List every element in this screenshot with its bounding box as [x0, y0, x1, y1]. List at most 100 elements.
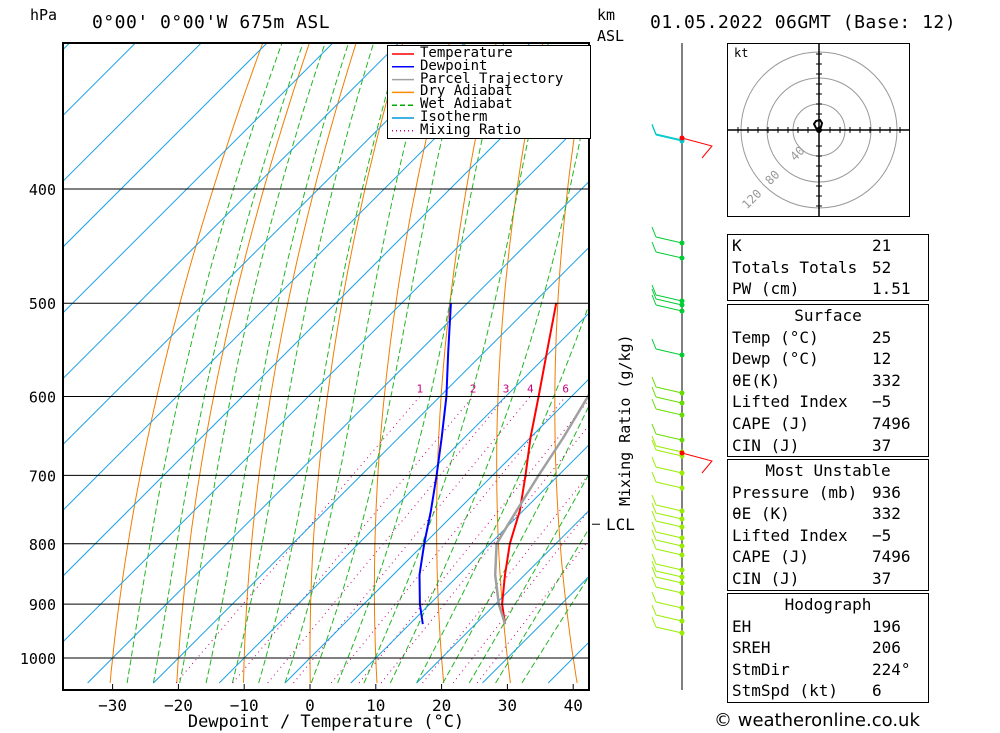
- mixing-ratio-label: 2: [470, 383, 477, 396]
- wind-barb-feather: [651, 398, 657, 410]
- wind-barb: [681, 452, 713, 474]
- temperature-tick-label: −20: [164, 696, 193, 715]
- pressure-tick-label: 600: [29, 389, 56, 407]
- wet-adiabat-line: [337, 43, 505, 684]
- hodograph-table: Hodograph EH 196 SREH 206 StmDir 224° StmSp…: [727, 593, 929, 703]
- wind-barb-column: [651, 43, 713, 690]
- wind-barb-feather: [651, 566, 657, 578]
- hodograph-unit: kt: [734, 46, 748, 60]
- isotherm-line: [63, 115, 589, 643]
- pressure-tick-label: 1000: [20, 650, 56, 668]
- legend-isotherm: Isotherm: [420, 108, 488, 125]
- surface-temp-label: Temp (°C): [732, 327, 819, 347]
- temperature-tick-label: 0: [305, 696, 315, 715]
- wind-barb: [655, 304, 683, 312]
- isotherm-line: [153, 246, 589, 684]
- dry-adiabat-line: [373, 43, 451, 684]
- isotherm-line: [63, 43, 71, 51]
- index-pw-value: 1.51: [872, 279, 911, 299]
- wind-barb-feather: [651, 616, 657, 628]
- mu-cin-value: 37: [872, 568, 892, 588]
- isotherm-line: [63, 43, 202, 182]
- wet-adiabat-line: [179, 43, 326, 684]
- hodograph-table-title: Hodograph: [784, 595, 872, 614]
- dry-adiabat-line: [109, 43, 264, 684]
- mu-thetae-label: θE (K): [732, 504, 790, 524]
- wind-barb: [655, 576, 683, 584]
- temperature-tick-label: 40: [564, 696, 583, 715]
- wind-barb-feather: [651, 529, 657, 541]
- mixing-ratio-axis-title: Mixing Ratio (g/kg): [616, 334, 634, 506]
- wind-barb-feather: [651, 553, 657, 565]
- lcl-label: LCL: [606, 515, 635, 534]
- surface-cin-label: CIN (J): [732, 435, 800, 455]
- location-label: 0°00' 0°00'W 675m ASL: [92, 12, 331, 33]
- copyright-link[interactable]: © weatheronline.co.uk: [714, 710, 920, 731]
- hodograph-ticks: [737, 53, 901, 207]
- plot-frame: [62, 42, 590, 691]
- wet-adiabat-line: [152, 43, 304, 684]
- wind-barb: [655, 236, 683, 244]
- wind-barb-feather: [651, 284, 657, 296]
- isotherm-line: [87, 180, 589, 684]
- wind-barb-feather: [651, 494, 657, 506]
- hodograph-ring-label-80: 80: [762, 167, 782, 187]
- asl-label: ASL: [597, 27, 625, 45]
- mu-cin-label: CIN (J): [732, 568, 800, 588]
- legend: Temperature Dewpoint Parcel Trajectory D…: [387, 45, 591, 139]
- mu-pressure-value: 936: [872, 482, 901, 502]
- index-k-value: 21: [872, 236, 892, 255]
- wind-barb-feather: [651, 376, 657, 388]
- most-unstable-table: Most Unstable Pressure (mb) 936 θE (K) 332…: [727, 459, 929, 591]
- wind-barb-feather: [651, 124, 657, 136]
- wind-barb-feather: [651, 439, 657, 451]
- dry-adiabat-line: [243, 43, 357, 684]
- surface-table: Surface Temp (°C) 25 Dewp (°C) 12 θE(K) 332…: [727, 304, 929, 458]
- series-dewpoint: [418, 303, 452, 625]
- wind-barb-feather: [651, 456, 657, 468]
- surface-cape-label: CAPE (J): [732, 413, 810, 433]
- surface-dewp-value: 12: [872, 349, 892, 369]
- wind-barb: [655, 626, 683, 634]
- hodograph-ring-label-120: 120: [739, 186, 764, 211]
- wet-adiabat-line: [126, 43, 283, 684]
- stmspd-label: StmSpd (kt): [732, 681, 838, 701]
- surface-cin-value: 37: [872, 435, 892, 455]
- pressure-tick-label: 800: [29, 536, 56, 554]
- mixing-ratio-line: [267, 396, 507, 684]
- mu-thetae-value: 332: [872, 504, 901, 524]
- index-pw-label: PW (cm): [732, 279, 800, 299]
- wind-barb-feather: [651, 604, 657, 616]
- dry-adiabat-line: [176, 43, 310, 684]
- wet-adiabat-line: [416, 303, 589, 684]
- wind-barb: [655, 614, 683, 622]
- wind-barb-feather: [651, 521, 657, 533]
- wind-barb-feather: [651, 241, 657, 253]
- wind-barb: [655, 294, 683, 302]
- wind-barb: [655, 531, 683, 539]
- legend-parcel-trajectory: Parcel Trajectory: [420, 70, 564, 87]
- eh-label: EH: [732, 616, 752, 636]
- hodograph-trace: [812, 118, 824, 131]
- legend-wet-adiabat: Wet Adiabat: [420, 96, 513, 113]
- isotherm-line: [0, 0, 98, 683]
- wet-adiabat-line: [521, 575, 589, 684]
- wind-barb: [655, 539, 683, 547]
- temperature-tick-label: −10: [230, 696, 259, 715]
- surface-li-label: Lifted Index: [732, 392, 848, 412]
- wind-barb: [655, 133, 683, 141]
- datetime-label: 01.05.2022 06GMT (Base: 12): [650, 12, 957, 33]
- wind-barb: [655, 563, 683, 571]
- wind-barb: [655, 466, 683, 474]
- surface-temp-value: 25: [872, 327, 892, 347]
- mixing-ratio-line: [232, 396, 474, 684]
- hodograph-ring-label-40: 40: [787, 143, 807, 163]
- wind-barb: [655, 433, 683, 441]
- wind-barb-feather: [651, 294, 657, 306]
- wet-adiabat-line: [310, 43, 466, 684]
- wind-barb: [655, 481, 683, 489]
- mixing-ratio-line: [380, 424, 589, 684]
- mu-cape-label: CAPE (J): [732, 547, 810, 567]
- sreh-label: SREH: [732, 638, 771, 658]
